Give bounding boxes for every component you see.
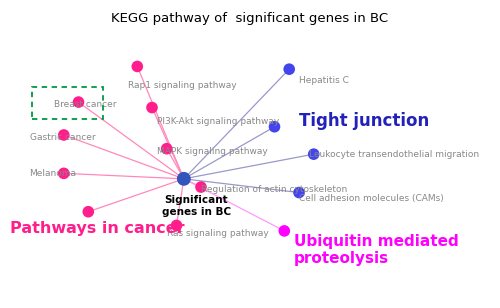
Text: Significant
genes in BC: Significant genes in BC (162, 195, 230, 217)
Text: Tight junction: Tight junction (299, 112, 429, 130)
Text: Ubiquitin mediated
proteolysis: Ubiquitin mediated proteolysis (294, 234, 459, 266)
Point (310, 152, 318, 156)
Point (134, 64, 141, 69)
Point (180, 176, 188, 181)
Text: KEGG pathway of  significant genes in BC: KEGG pathway of significant genes in BC (112, 12, 388, 25)
Point (60, 171, 68, 176)
Point (60, 132, 68, 137)
Point (295, 190, 303, 195)
Text: Pathways in cancer: Pathways in cancer (10, 221, 184, 236)
Point (162, 146, 170, 151)
Text: Breast cancer: Breast cancer (54, 100, 116, 109)
Point (148, 105, 156, 110)
Text: Hepatitis C: Hepatitis C (299, 76, 349, 85)
Text: Melanoma: Melanoma (30, 169, 76, 178)
Point (285, 67, 293, 72)
Text: Cell adhesion molecules (CAMs): Cell adhesion molecules (CAMs) (299, 193, 444, 203)
Point (280, 229, 288, 233)
Point (74, 99, 82, 104)
Point (270, 124, 278, 129)
Text: Leukocyte transendothelial migration: Leukocyte transendothelial migration (309, 150, 479, 159)
Text: MAPK signaling pathway: MAPK signaling pathway (157, 147, 268, 156)
Point (84, 209, 92, 214)
Text: PI3K-Akt signaling pathway: PI3K-Akt signaling pathway (157, 117, 279, 126)
Text: Rap1 signaling pathway: Rap1 signaling pathway (128, 81, 236, 90)
Text: Ras signaling pathway: Ras signaling pathway (166, 229, 268, 238)
Text: Regulation of actin cytoskeleton: Regulation of actin cytoskeleton (201, 185, 347, 194)
Text: Gastric cancer: Gastric cancer (30, 133, 95, 142)
Point (197, 184, 205, 189)
Point (172, 223, 180, 228)
